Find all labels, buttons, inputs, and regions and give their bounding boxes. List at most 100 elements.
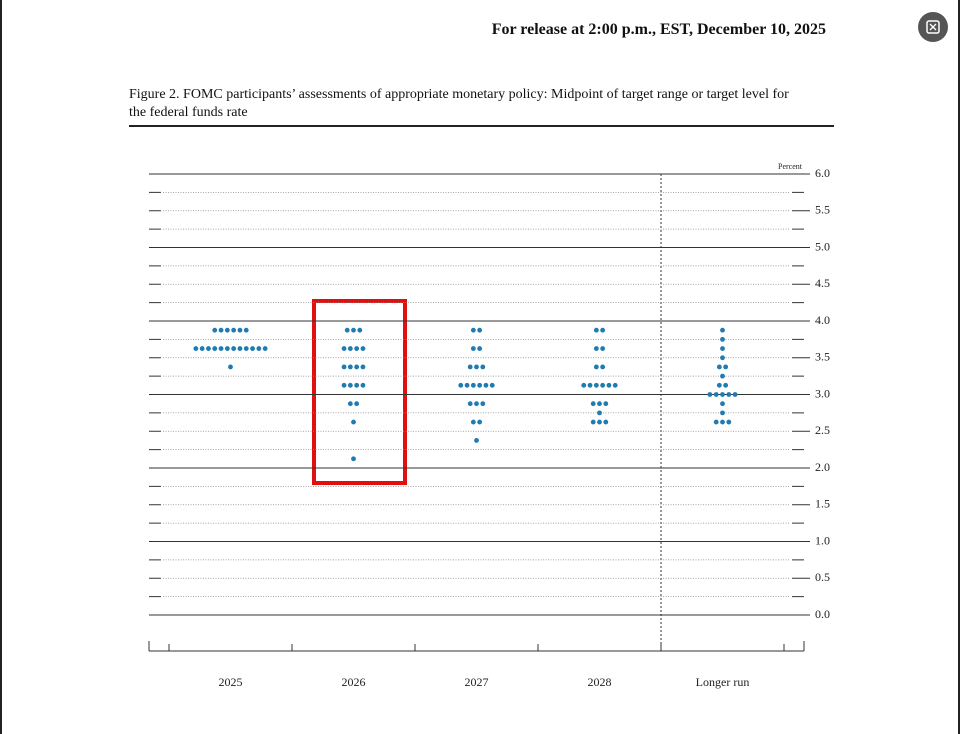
dot bbox=[354, 346, 360, 351]
dot bbox=[237, 346, 243, 351]
dot bbox=[470, 346, 476, 351]
dot bbox=[347, 382, 353, 388]
dot bbox=[593, 364, 599, 370]
dot bbox=[597, 401, 602, 407]
dot bbox=[347, 401, 353, 407]
dot bbox=[720, 401, 725, 407]
dot bbox=[716, 382, 722, 388]
dot bbox=[713, 419, 719, 425]
dot bbox=[228, 364, 233, 370]
dot bbox=[224, 346, 230, 351]
dot bbox=[357, 327, 363, 333]
dot bbox=[347, 364, 353, 370]
dot bbox=[720, 419, 725, 425]
y-tick-label: 3.0 bbox=[815, 386, 830, 400]
x-tick-label: 2026 bbox=[342, 675, 366, 689]
dot bbox=[474, 438, 479, 443]
dot bbox=[720, 327, 725, 333]
dot bbox=[723, 364, 729, 370]
dot bbox=[218, 346, 224, 351]
dot bbox=[483, 382, 489, 388]
expand-icon bbox=[926, 20, 940, 34]
dot bbox=[593, 346, 599, 351]
y-tick-label: 2.5 bbox=[815, 423, 830, 437]
dot bbox=[351, 456, 356, 462]
dot bbox=[603, 419, 609, 425]
dot bbox=[262, 346, 268, 351]
dot bbox=[720, 355, 725, 361]
dot bbox=[224, 327, 230, 333]
dot bbox=[723, 382, 729, 388]
dot bbox=[480, 364, 486, 370]
dot bbox=[199, 346, 205, 351]
dot bbox=[231, 327, 237, 333]
dot bbox=[489, 382, 495, 388]
title-rule bbox=[129, 125, 834, 127]
dot bbox=[606, 382, 612, 388]
dot bbox=[354, 364, 360, 370]
x-tick-label: 2025 bbox=[219, 675, 243, 689]
dot bbox=[218, 327, 224, 333]
dot bbox=[470, 327, 476, 333]
y-tick-label: 1.0 bbox=[815, 533, 830, 547]
dot bbox=[713, 392, 719, 397]
dot bbox=[600, 327, 606, 333]
dot bbox=[587, 382, 593, 388]
dot bbox=[732, 392, 738, 397]
x-tick-label: Longer run bbox=[696, 675, 750, 689]
dot bbox=[593, 382, 599, 388]
dot bbox=[341, 346, 347, 351]
y-tick-label: 5.0 bbox=[815, 239, 830, 253]
dot bbox=[354, 382, 360, 388]
dot bbox=[707, 392, 713, 397]
dot bbox=[590, 401, 596, 407]
y-tick-label: 5.5 bbox=[815, 203, 830, 217]
dot bbox=[477, 346, 483, 351]
dot bbox=[470, 382, 476, 388]
dot bbox=[231, 346, 237, 351]
release-note: For release at 2:00 p.m., EST, December … bbox=[491, 21, 826, 38]
dot bbox=[477, 419, 483, 425]
y-tick-label: 0.0 bbox=[815, 607, 830, 621]
dot bbox=[720, 346, 725, 351]
dot bbox=[726, 392, 732, 397]
dot bbox=[360, 382, 366, 388]
dot bbox=[351, 419, 356, 425]
y-tick-label: 4.0 bbox=[815, 313, 830, 327]
dot bbox=[597, 419, 602, 425]
dot bbox=[597, 410, 602, 416]
dot bbox=[212, 327, 218, 333]
dot bbox=[480, 401, 486, 407]
dot bbox=[470, 419, 476, 425]
dot bbox=[474, 364, 479, 370]
x-tick-label: 2027 bbox=[465, 675, 489, 689]
dot bbox=[344, 327, 350, 333]
dot bbox=[612, 382, 618, 388]
dot bbox=[467, 364, 473, 370]
dot bbox=[243, 327, 249, 333]
dot bbox=[354, 401, 360, 407]
dot bbox=[347, 346, 353, 351]
expand-button[interactable] bbox=[918, 12, 948, 42]
x-tick-label: 2028 bbox=[588, 675, 612, 689]
y-tick-label: 3.5 bbox=[815, 350, 830, 364]
dot bbox=[360, 364, 366, 370]
dot bbox=[206, 346, 211, 351]
dot bbox=[726, 419, 732, 425]
dot bbox=[193, 346, 199, 351]
dot bbox=[581, 382, 587, 388]
dot bbox=[250, 346, 255, 351]
chart-title: Figure 2. FOMC participants’ assessments… bbox=[129, 87, 789, 120]
dot bbox=[720, 373, 725, 379]
y-unit-label: Percent bbox=[778, 162, 803, 171]
dot bbox=[603, 401, 609, 407]
y-tick-label: 1.5 bbox=[815, 497, 830, 511]
dot bbox=[467, 401, 473, 407]
dot bbox=[341, 364, 347, 370]
dot bbox=[720, 336, 725, 342]
dot bbox=[458, 382, 464, 388]
dot bbox=[590, 419, 596, 425]
dot bbox=[464, 382, 470, 388]
